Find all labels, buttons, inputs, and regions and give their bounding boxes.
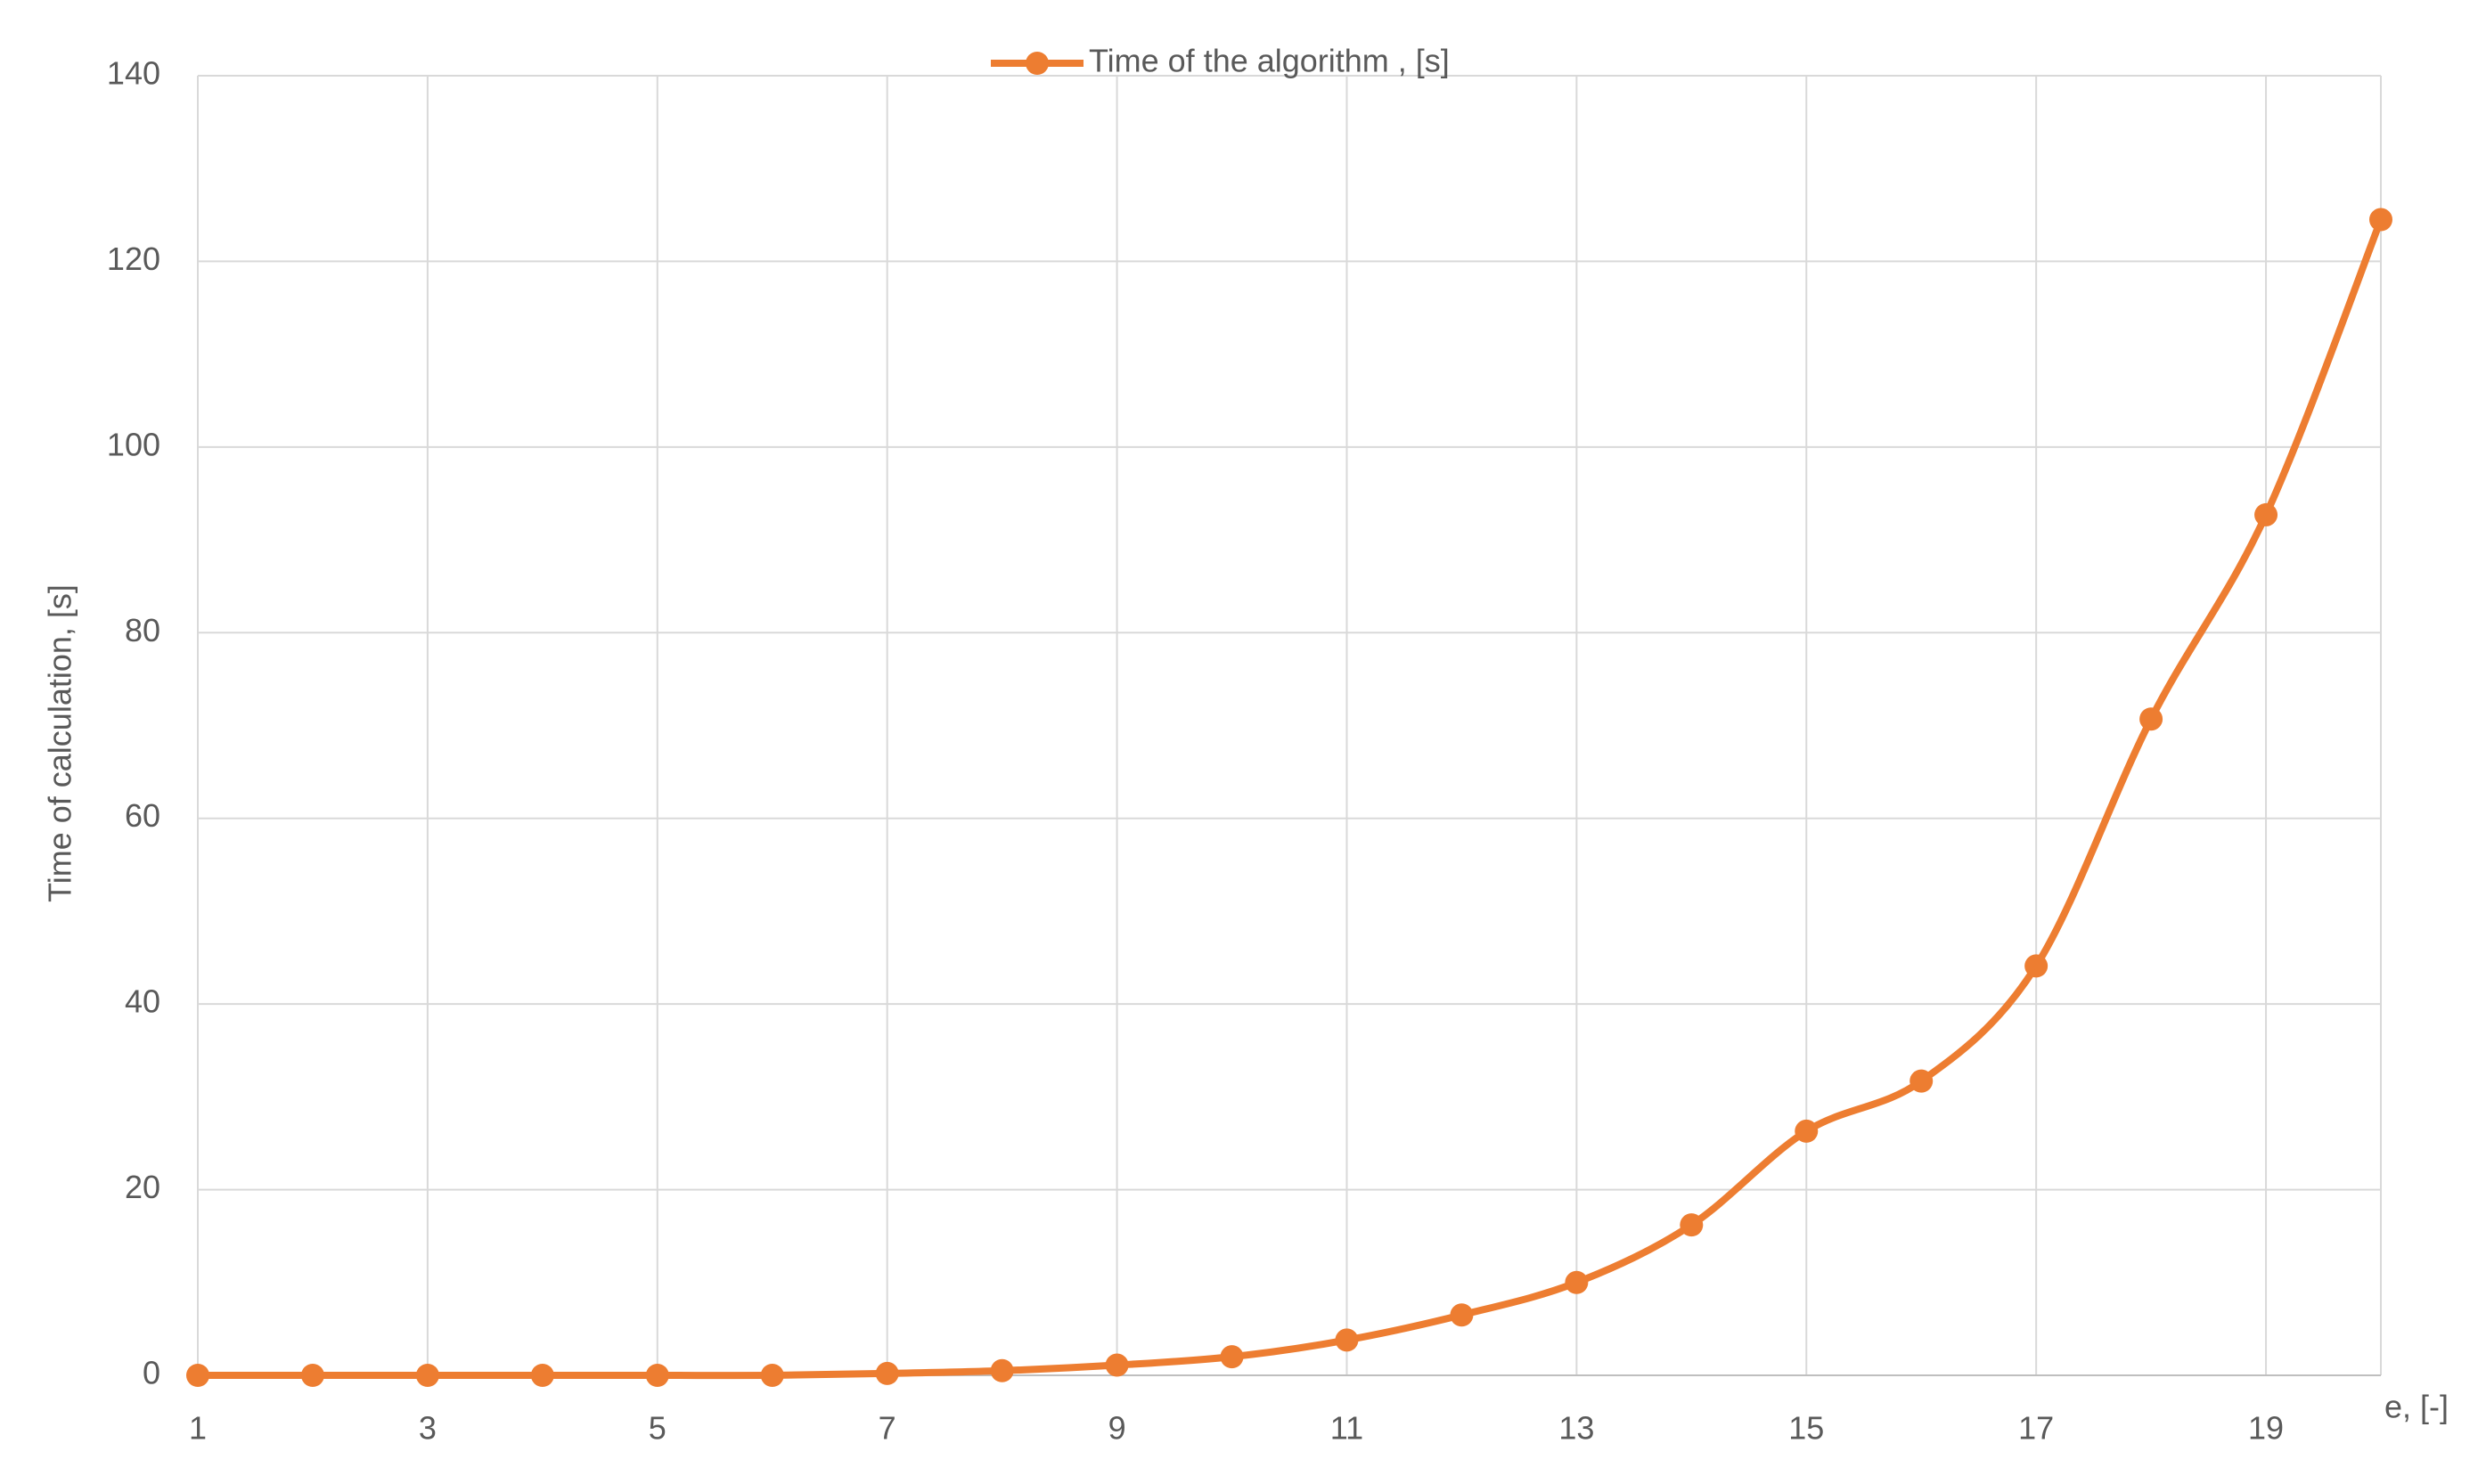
x-tick-label: 17 — [2018, 1410, 2054, 1447]
data-point — [1450, 1303, 1474, 1327]
y-tick-label: 20 — [125, 1169, 160, 1205]
data-point — [2254, 502, 2278, 526]
y-tick-label: 120 — [107, 241, 160, 277]
y-tick-label: 100 — [107, 426, 160, 462]
legend-label: Time of the algorithm , [s] — [1089, 43, 1450, 79]
data-point — [530, 1364, 554, 1387]
data-point — [2139, 707, 2163, 731]
x-tick-label: 3 — [419, 1410, 437, 1447]
x-tick-label: 19 — [2248, 1410, 2284, 1447]
x-tick-label: 7 — [879, 1410, 896, 1447]
series-line — [198, 218, 2384, 1380]
x-tick-label: 11 — [1330, 1410, 1363, 1447]
data-point — [2369, 208, 2392, 232]
data-point — [415, 1364, 439, 1387]
data-point — [2024, 954, 2048, 978]
data-point — [1680, 1213, 1704, 1237]
data-point — [1565, 1270, 1589, 1294]
x-tick-label: 9 — [1108, 1410, 1126, 1447]
data-point — [186, 1364, 209, 1387]
data-point — [1909, 1069, 1934, 1093]
data-point — [1105, 1353, 1129, 1377]
y-axis-label: Time of calculation, [s] — [42, 584, 78, 902]
data-point — [1220, 1345, 1244, 1369]
x-tick-label: 1 — [189, 1410, 207, 1447]
y-tick-label: 140 — [107, 55, 160, 92]
legend-marker — [1026, 52, 1049, 75]
data-point — [1335, 1328, 1359, 1352]
data-point — [1795, 1119, 1819, 1143]
data-point — [990, 1358, 1014, 1382]
data-point — [645, 1364, 669, 1387]
data-point — [300, 1364, 324, 1387]
data-point — [760, 1364, 784, 1387]
x-axis-label: e, [-] — [2384, 1389, 2449, 1425]
y-tick-label: 80 — [125, 612, 160, 648]
x-tick-label: 5 — [649, 1410, 666, 1447]
y-tick-label: 60 — [125, 797, 160, 834]
x-tick-label: 15 — [1788, 1410, 1824, 1447]
y-tick-label: 40 — [125, 983, 160, 1020]
data-point — [875, 1361, 899, 1385]
y-tick-label: 0 — [143, 1355, 160, 1391]
x-tick-label: 13 — [1558, 1410, 1594, 1447]
